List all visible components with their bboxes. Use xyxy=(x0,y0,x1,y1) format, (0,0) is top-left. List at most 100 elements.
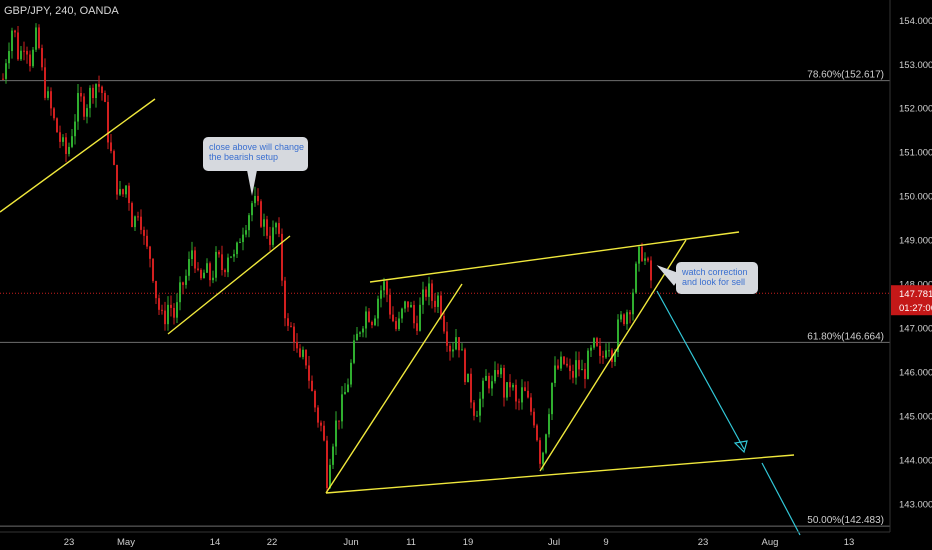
candle xyxy=(269,226,271,251)
fib-level-label: 50.00%(142.483) xyxy=(807,515,884,526)
candle xyxy=(167,296,169,331)
candle xyxy=(95,83,97,108)
fib-level-label: 78.60%(152.617) xyxy=(807,70,884,81)
candle xyxy=(224,268,226,277)
candle xyxy=(437,292,439,314)
candle xyxy=(50,87,52,116)
candle xyxy=(11,27,13,59)
price-tick-label: 151.000 xyxy=(899,148,932,159)
fib-level-label: 61.80%(146.664) xyxy=(807,331,884,342)
candle xyxy=(650,256,652,289)
candle xyxy=(218,250,220,258)
candle xyxy=(26,46,28,64)
candle xyxy=(371,320,373,329)
candle xyxy=(179,276,181,311)
candle xyxy=(632,288,634,321)
candle xyxy=(428,276,430,306)
candle xyxy=(605,343,607,360)
candle xyxy=(62,134,64,147)
candle xyxy=(392,306,394,323)
candle xyxy=(20,45,22,62)
bar-countdown-label: 01:27:06 xyxy=(899,303,932,314)
time-tick-label: 23 xyxy=(698,537,709,548)
candle xyxy=(491,375,493,396)
candle xyxy=(110,134,112,154)
candle xyxy=(281,228,283,287)
rising-trendline[interactable] xyxy=(539,239,687,472)
candle xyxy=(170,295,172,317)
candle xyxy=(440,291,442,320)
candle xyxy=(149,245,151,268)
trendline[interactable] xyxy=(0,98,156,213)
candle xyxy=(515,379,517,410)
time-axis[interactable]: 23 May 14 22 Jun 11 19 Jul 9 23 Aug 13 xyxy=(64,537,855,548)
candle xyxy=(599,338,601,364)
candle xyxy=(245,224,247,238)
candle xyxy=(359,331,361,337)
candle xyxy=(320,420,322,432)
candle xyxy=(350,359,352,388)
candle xyxy=(56,117,58,133)
candle xyxy=(296,333,298,353)
candle xyxy=(323,420,325,442)
trendlines[interactable] xyxy=(0,98,801,536)
candle xyxy=(302,346,304,360)
candle xyxy=(290,322,292,328)
candle xyxy=(488,372,490,394)
annotation-bearish-setup[interactable]: close above will change the bearish setu… xyxy=(203,137,308,171)
time-tick-label: Jun xyxy=(343,537,358,548)
candle xyxy=(383,277,385,298)
candle xyxy=(458,337,460,358)
channel-top-line[interactable] xyxy=(369,231,740,283)
candle xyxy=(470,368,472,409)
price-tick-label: 152.000 xyxy=(899,104,932,115)
candle xyxy=(446,321,448,352)
price-tick-label: 148.000 xyxy=(899,280,932,291)
candle xyxy=(251,200,253,222)
candlesticks xyxy=(2,23,652,493)
candle xyxy=(395,317,397,332)
candle xyxy=(374,315,376,327)
candle xyxy=(593,337,595,350)
rising-trendline[interactable] xyxy=(325,283,463,494)
candle xyxy=(29,50,31,72)
price-tick-label: 144.000 xyxy=(899,455,932,466)
candle xyxy=(284,276,286,327)
candle xyxy=(503,364,505,407)
candle xyxy=(554,356,556,387)
candle xyxy=(134,215,136,231)
projection-arrowhead xyxy=(733,440,748,454)
candle xyxy=(506,382,508,401)
candle xyxy=(275,221,277,235)
candle xyxy=(128,182,130,211)
candle xyxy=(263,213,265,237)
candle xyxy=(227,253,229,278)
candle xyxy=(581,359,583,371)
candle xyxy=(638,246,640,272)
candle xyxy=(86,104,88,124)
candle xyxy=(260,199,262,229)
candle xyxy=(212,270,214,284)
projection-arrow[interactable] xyxy=(656,290,745,450)
price-axis[interactable]: 154.000 153.000 152.000 151.000 150.000 149.0… xyxy=(899,16,932,511)
candle xyxy=(68,142,70,157)
candle xyxy=(509,374,511,397)
candle xyxy=(368,308,370,323)
candle xyxy=(413,300,415,329)
projection-line[interactable] xyxy=(761,462,801,536)
trendline[interactable] xyxy=(167,235,291,335)
symbol-title: GBP/JPY, 240, OANDA xyxy=(4,5,119,17)
candle xyxy=(635,261,637,295)
candle xyxy=(287,313,289,331)
candle xyxy=(332,443,334,470)
annotation-text: watch correction xyxy=(682,267,748,277)
candle xyxy=(314,389,316,413)
channel-bottom-line[interactable] xyxy=(325,454,795,494)
annotation-watch-correction[interactable]: watch correction and look for sell xyxy=(676,262,758,294)
time-tick-label: 19 xyxy=(463,537,474,548)
candle xyxy=(278,217,280,238)
candle xyxy=(17,25,19,61)
candle xyxy=(644,252,646,265)
candle xyxy=(341,386,343,429)
